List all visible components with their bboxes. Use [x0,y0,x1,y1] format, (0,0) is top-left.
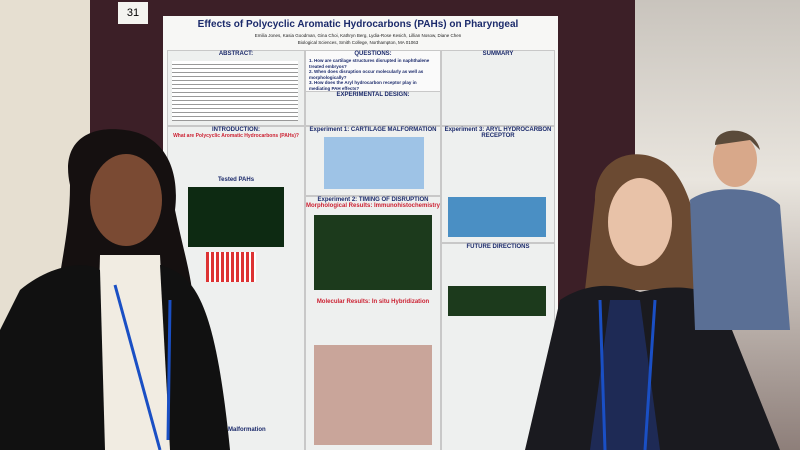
figure-caption: Tested PAHs [217,177,255,183]
section-subheading: What are Polycyclic Aromatic Hydrocarbon… [173,133,299,139]
experiment2-box: Experiment 2: TIMING OF DISRUPTION Morph… [305,196,441,450]
poster-authors: Emilia Jones, Kasia Goodman, Gina Choi, … [254,33,462,38]
figure-image [314,215,432,290]
figure-chart [206,252,256,282]
section-heading: FUTURE DIRECTIONS [466,244,530,250]
poster-title: Effects of Polycyclic Aromatic Hydrocarb… [197,19,519,30]
section-heading: Experiment 1: CARTILAGE MALFORMATION [309,127,437,133]
person-right [525,154,780,450]
board-number: 31 [118,2,148,24]
questions-list: 1. How are cartilage structures disrupte… [306,57,440,92]
experiment1-box: Experiment 1: CARTILAGE MALFORMATION [305,126,441,196]
section-heading: Experiment 3: ARYL HYDROCARBON RECEPTOR [444,127,552,139]
section-heading: QUESTIONS: [354,51,392,57]
figure-image [188,187,284,247]
section-heading: ABSTRACT: [218,51,254,57]
section-heading: Experiment 2: TIMING OF DISRUPTION [317,197,429,203]
person-background [690,130,790,330]
figure-image [448,197,546,237]
question: 1. How are cartilage structures disrupte… [309,58,430,69]
figure-image [324,137,424,189]
section-heading: INTRODUCTION: [212,127,260,133]
figure-image [448,286,546,316]
questions-box: QUESTIONS: 1. How are cartilage structur… [305,50,441,92]
abstract-box: ABSTRACT: [167,50,305,126]
poster-affiliation: Biological Sciences, Smith College, Nort… [297,40,419,45]
section-heading: EXPERIMENTAL DESIGN: [336,92,410,98]
figure-image [314,345,432,445]
section-heading: SUMMARY [482,51,514,57]
experiment3-box: Experiment 3: ARYL HYDROCARBON RECEPTOR [441,126,555,243]
question: 3. How does the Aryl hydrocarbon recepto… [309,80,417,91]
summary-box: SUMMARY [441,50,555,126]
abstract-text [172,61,298,121]
section-subheading: Molecular Results: In situ Hybridization [316,299,430,305]
section-subheading: Morphological Results: Immunohistochemis… [306,203,441,209]
design-box: EXPERIMENTAL DESIGN: [305,91,441,126]
question: 2. When does disruption occur molecularl… [309,69,424,80]
person-left [0,129,230,450]
figure-caption: Pouch Malformation [208,427,266,433]
